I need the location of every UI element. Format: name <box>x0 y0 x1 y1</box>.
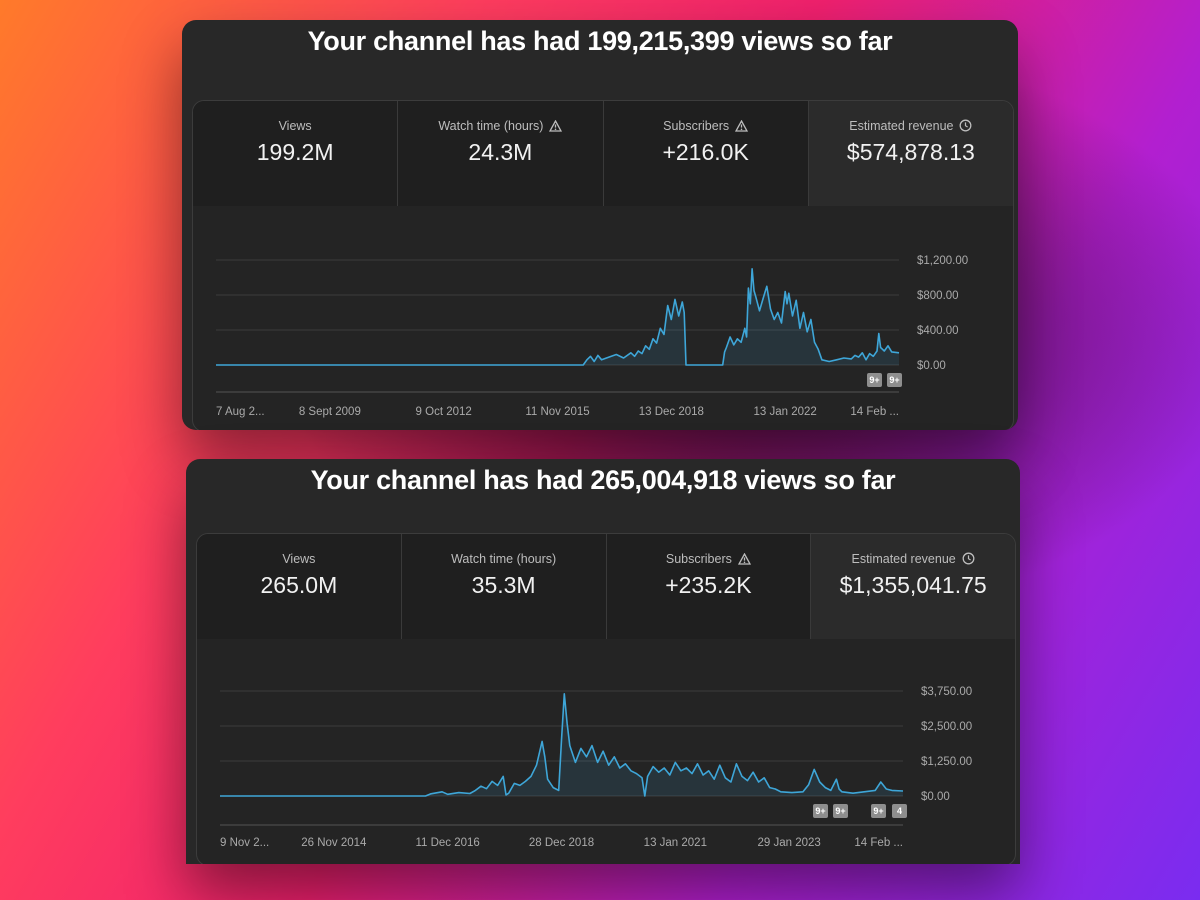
svg-text:9+: 9+ <box>873 806 883 816</box>
y-tick-label: $0.00 <box>921 791 950 803</box>
x-tick-label: 13 Jan 2022 <box>754 406 817 418</box>
annotation-badge[interactable]: 9+ <box>867 373 882 387</box>
svg-text:9+: 9+ <box>889 375 899 385</box>
revenue-value: $574,878.13 <box>846 139 975 165</box>
y-tick-label: $0.00 <box>917 360 946 372</box>
watch-time-label: Watch time (hours) <box>438 119 544 133</box>
x-tick-label: 13 Jan 2021 <box>644 837 707 849</box>
tab-views[interactable]: Views 265.0M <box>197 534 402 639</box>
stats-tabs: Views 199.2M Watch time (hours) 24.3M Su… <box>193 101 1013 206</box>
stats-tabs: Views 265.0M Watch time (hours) 35.3M Su… <box>197 534 1015 639</box>
subscribers-label: Subscribers <box>663 119 730 133</box>
annotation-badge[interactable]: 9+ <box>833 804 848 818</box>
analytics-panel-2: Your channel has had 265,004,918 views s… <box>186 459 1020 864</box>
overview-card: Views 265.0M Watch time (hours) 35.3M Su… <box>196 533 1016 864</box>
x-tick-label: 8 Sept 2009 <box>299 406 361 418</box>
x-tick-label: 9 Oct 2012 <box>416 406 472 418</box>
tab-views[interactable]: Views 199.2M <box>193 101 399 206</box>
svg-text:4: 4 <box>897 806 902 816</box>
y-tick-label: $800.00 <box>917 290 959 302</box>
series-line <box>216 268 900 366</box>
tab-watch-time[interactable]: Watch time (hours) 24.3M <box>398 101 604 206</box>
subscribers-value: +216.0K <box>662 139 749 165</box>
series-area <box>216 268 899 365</box>
x-tick-label: 9 Nov 2... <box>220 837 269 849</box>
svg-text:9+: 9+ <box>835 806 845 816</box>
revenue-chart: $3,750.00 $2,500.00 $1,250.00 $0.00 9 Nov 2.… <box>220 686 972 849</box>
tab-subscribers[interactable]: Subscribers +216.0K <box>603 101 809 206</box>
y-tick-label: $1,200.00 <box>917 255 968 267</box>
annotation-badge[interactable]: 9+ <box>813 804 828 818</box>
subscribers-label: Subscribers <box>665 552 732 566</box>
y-tick-label: $1,250.00 <box>921 756 972 768</box>
watch-time-value: 35.3M <box>471 572 536 598</box>
views-headline: Your channel has had 265,004,918 views s… <box>310 465 896 495</box>
x-tick-label: 14 Feb ... <box>850 406 899 418</box>
x-tick-label: 29 Jan 2023 <box>758 837 821 849</box>
overview-card: Views 199.2M Watch time (hours) 24.3M Su… <box>192 100 1014 430</box>
clock-icon <box>962 552 975 565</box>
warning-icon <box>549 120 563 132</box>
revenue-chart: $1,200.00 $800.00 $400.00 $0.00 7 Aug 2... 8 … <box>216 255 968 418</box>
warning-icon <box>735 120 749 132</box>
revenue-label: Estimated revenue <box>851 552 956 566</box>
views-headline: Your channel has had 199,215,399 views s… <box>307 26 893 56</box>
annotation-badge[interactable]: 4 <box>892 804 907 818</box>
revenue-value: $1,355,041.75 <box>839 572 987 598</box>
annotation-badge[interactable]: 9+ <box>871 804 886 818</box>
revenue-label: Estimated revenue <box>849 119 954 133</box>
svg-text:9+: 9+ <box>869 375 879 385</box>
watch-time-label: Watch time (hours) <box>451 552 557 566</box>
x-tick-label: 7 Aug 2... <box>216 406 265 418</box>
x-tick-label: 14 Feb ... <box>854 837 903 849</box>
x-tick-label: 11 Dec 2016 <box>415 837 479 849</box>
tab-watch-time[interactable]: Watch time (hours) 35.3M <box>401 534 607 639</box>
watch-time-value: 24.3M <box>468 139 533 165</box>
y-tick-label: $3,750.00 <box>921 686 972 698</box>
y-tick-label: $400.00 <box>917 325 959 337</box>
x-tick-label: 11 Nov 2015 <box>525 406 589 418</box>
analytics-panel-1: Your channel has had 199,215,399 views s… <box>182 20 1018 430</box>
tab-subscribers[interactable]: Subscribers +235.2K <box>606 534 812 639</box>
x-tick-label: 13 Dec 2018 <box>639 406 704 418</box>
tab-estimated-revenue[interactable]: Estimated revenue $574,878.13 <box>808 101 1013 206</box>
y-tick-label: $2,500.00 <box>921 721 972 733</box>
x-tick-label: 26 Nov 2014 <box>301 837 367 849</box>
warning-icon <box>737 553 751 565</box>
series-line <box>220 693 904 797</box>
svg-text:9+: 9+ <box>815 806 825 816</box>
clock-icon <box>960 119 972 132</box>
x-tick-label: 28 Dec 2018 <box>529 837 594 849</box>
subscribers-value: +235.2K <box>665 572 752 598</box>
tab-estimated-revenue[interactable]: Estimated revenue $1,355,041.75 <box>811 534 1015 639</box>
views-label: Views <box>278 119 312 133</box>
views-label: Views <box>282 552 316 566</box>
views-value: 265.0M <box>260 572 338 598</box>
views-value: 199.2M <box>256 139 334 165</box>
annotation-badge[interactable]: 9+ <box>887 373 902 387</box>
